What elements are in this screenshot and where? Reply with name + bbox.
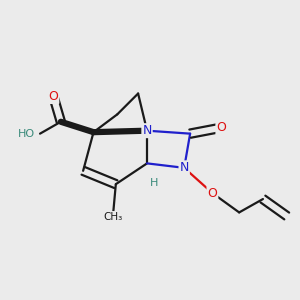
Text: N: N (142, 124, 152, 137)
Text: O: O (49, 90, 58, 103)
Text: O: O (208, 187, 218, 200)
Text: HO: HO (18, 129, 35, 139)
Text: O: O (216, 121, 226, 134)
Text: N: N (179, 161, 189, 174)
Text: CH₃: CH₃ (103, 212, 122, 222)
Text: H: H (150, 178, 159, 188)
